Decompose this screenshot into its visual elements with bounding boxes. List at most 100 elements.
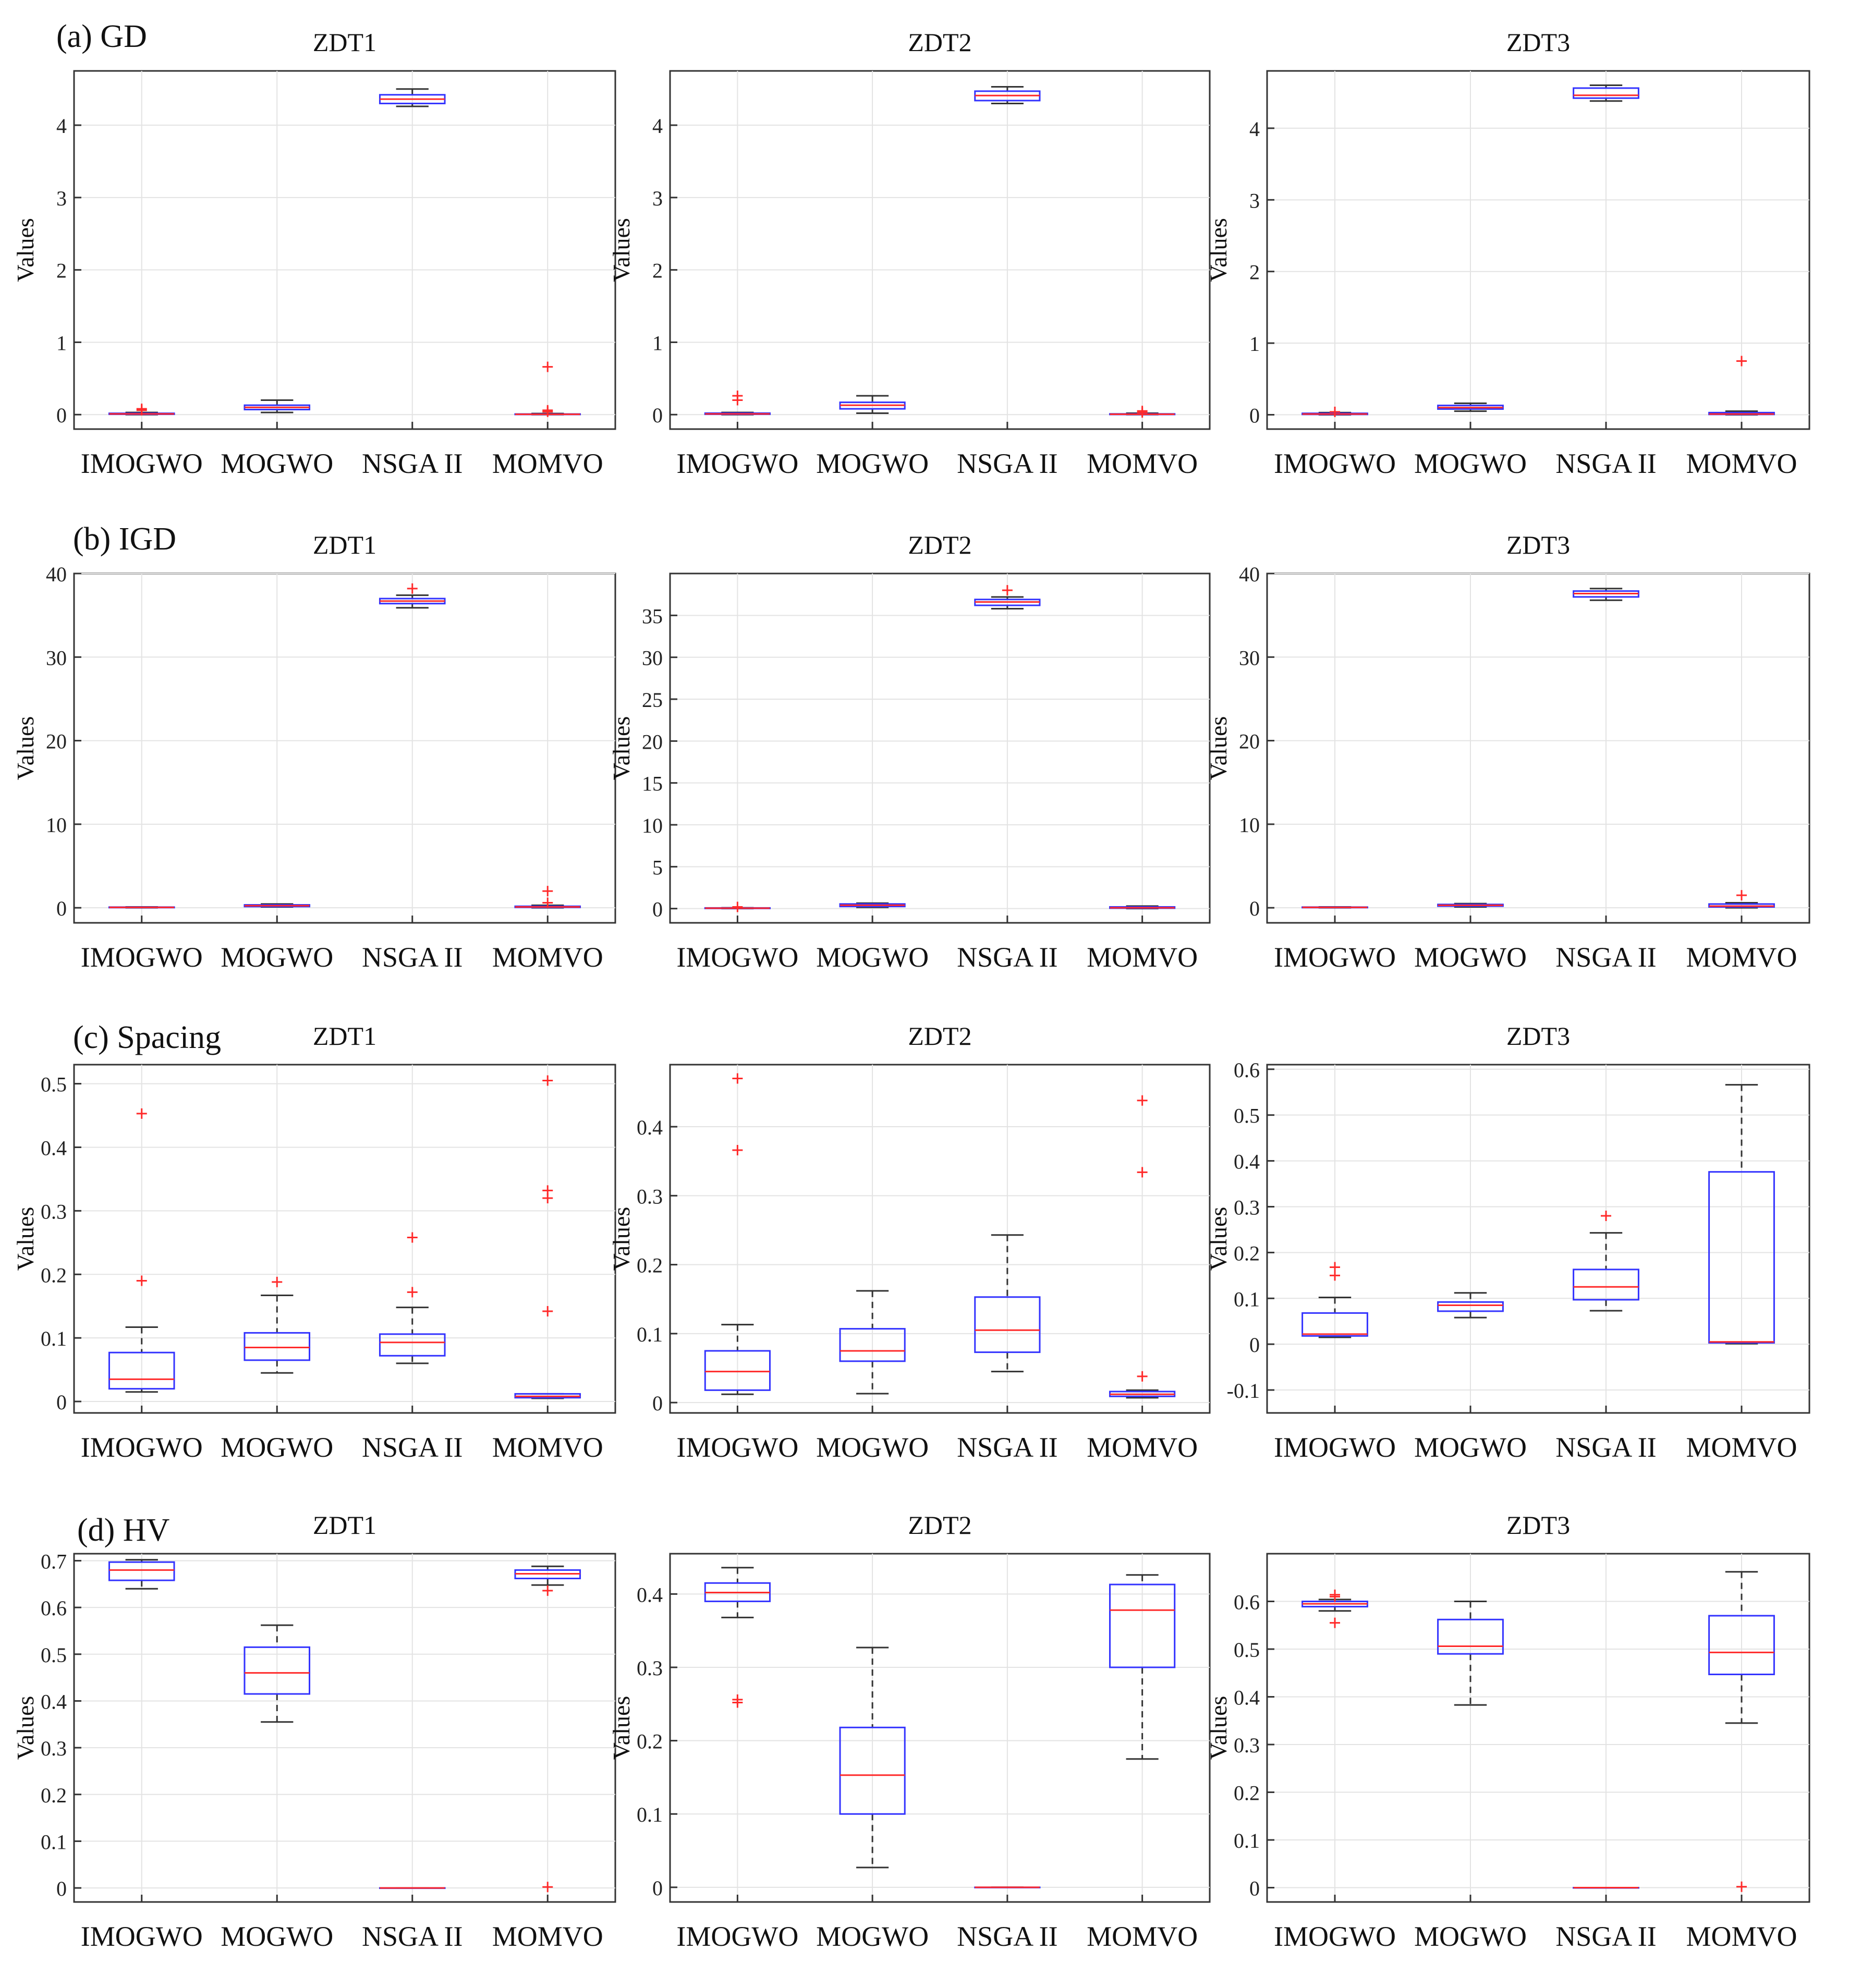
iqr-box — [839, 1328, 906, 1362]
chart-igd-zdt1-category-label: MOMVO — [492, 942, 603, 973]
chart-spacing-zdt3-ytick-label: -0.1 — [1227, 1379, 1260, 1402]
chart-igd-zdt3-category-label: NSGA II — [1555, 942, 1657, 973]
chart-gd-zdt2: 0 1 2 3 4 IMOGWO MOGWO NSGA II MOMVO ZDT2 Values — [608, 28, 1211, 479]
chart-gd-zdt3-ylabel: Values — [1205, 218, 1232, 282]
chart-spacing-zdt1-ytick-label: 0.2 — [41, 1263, 67, 1287]
chart-hv-zdt3-ytick-label: 0.2 — [1234, 1782, 1260, 1805]
chart-spacing-zdt1-axes-frame — [73, 1064, 616, 1414]
outlier-point — [1330, 1617, 1340, 1628]
chart-spacing-zdt2-box-2 — [839, 1290, 906, 1395]
chart-hv-zdt2-category-label: IMOGWO — [676, 1921, 798, 1952]
chart-spacing-zdt3-box-3 — [1573, 1211, 1639, 1312]
chart-igd-zdt1-box-3 — [379, 583, 446, 609]
chart-gd-zdt3-category-label: MOGWO — [1414, 448, 1527, 479]
chart-igd-zdt2-ytick-label: 10 — [642, 814, 663, 837]
chart-gd-zdt1-category-label: MOMVO — [492, 448, 603, 479]
chart-hv-zdt1-box-2 — [244, 1624, 311, 1723]
chart-igd-zdt3-axes-frame — [1266, 572, 1810, 924]
chart-gd-zdt2-title: ZDT2 — [908, 28, 971, 57]
chart-igd-zdt2-ytick-label: 30 — [642, 647, 663, 670]
outlier-point — [407, 583, 418, 594]
chart-spacing-zdt3-ytick-label: 0.2 — [1234, 1241, 1260, 1265]
chart-gd-zdt2-ylabel: Values — [608, 218, 635, 282]
outlier-point — [1137, 1371, 1148, 1382]
chart-spacing-zdt3-box-1 — [1301, 1262, 1368, 1338]
outlier-point — [1137, 406, 1148, 417]
chart-gd-zdt3-box-3 — [1573, 84, 1639, 102]
chart-hv-zdt2-category-label: MOGWO — [816, 1921, 929, 1952]
chart-igd-zdt1-title: ZDT1 — [313, 530, 376, 559]
chart-spacing-zdt3-box-2 — [1437, 1292, 1504, 1319]
chart-igd-zdt2-box-4 — [1109, 905, 1176, 910]
chart-hv-zdt3-category-label: MOGWO — [1414, 1921, 1527, 1952]
chart-igd-zdt3-ytick-label: 10 — [1239, 813, 1260, 837]
chart-igd-zdt3-ylabel: Values — [1205, 716, 1232, 780]
chart-igd-zdt2-title: ZDT2 — [908, 530, 971, 559]
chart-igd-zdt3-ytick-label: 20 — [1239, 730, 1260, 753]
chart-gd-zdt1-ytick-label: 3 — [56, 187, 67, 210]
chart-igd-zdt1-ylabel: Values — [12, 716, 39, 780]
chart-hv-zdt2-box-1 — [704, 1567, 771, 1708]
chart-gd-zdt3-ytick-label: 4 — [1249, 117, 1260, 141]
chart-hv-zdt3: 0 0.1 0.2 0.3 0.4 0.5 0.6 IMOGWO MOGWO NSGA II MOM… — [1205, 1510, 1810, 1952]
outlier-point — [542, 1585, 553, 1596]
chart-hv-zdt3-category-label: NSGA II — [1555, 1921, 1657, 1952]
chart-igd-zdt2-ytick-label: 35 — [642, 604, 663, 628]
chart-spacing-zdt2-ytick-label: 0.3 — [637, 1185, 663, 1208]
chart-gd-zdt2-ytick-label: 3 — [652, 187, 663, 210]
chart-hv-zdt2-category-label: MOMVO — [1087, 1921, 1198, 1952]
chart-gd-zdt3-box-1 — [1301, 407, 1368, 418]
chart-igd-zdt2-axes-frame — [669, 572, 1211, 924]
outlier-point — [136, 1275, 147, 1286]
outlier-point — [542, 1306, 553, 1316]
chart-spacing-zdt3-axes-frame — [1266, 1064, 1810, 1414]
chart-hv-zdt3-title: ZDT3 — [1506, 1510, 1570, 1540]
iqr-box — [704, 1350, 771, 1391]
chart-igd-zdt1-ytick-label: 30 — [46, 646, 67, 669]
chart-hv-zdt3-ytick-label: 0.1 — [1234, 1829, 1260, 1852]
chart-spacing-zdt1-box-2 — [244, 1276, 311, 1374]
chart-igd-zdt1: 0 10 20 30 40 IMOGWO MOGWO NSGA II MOMVO ZDT1 Valu… — [12, 530, 616, 973]
row-label-gd: (a) GD — [56, 19, 147, 54]
chart-hv-zdt3-category-label: IMOGWO — [1274, 1921, 1396, 1952]
chart-igd-zdt2-box-1 — [704, 901, 771, 912]
chart-igd-zdt3: 0 10 20 30 40 IMOGWO MOGWO NSGA II MOMVO ZDT3 Valu… — [1205, 530, 1810, 973]
chart-spacing-zdt1-title: ZDT1 — [313, 1021, 376, 1051]
chart-igd-zdt2-box-3 — [974, 585, 1041, 609]
chart-spacing-zdt2: 0 0.1 0.2 0.3 0.4 IMOGWO MOGWO NSGA II MOMVO ZDT2… — [608, 1021, 1211, 1463]
outlier-point — [1137, 1095, 1148, 1106]
chart-igd-zdt1-ytick-label: 40 — [46, 563, 67, 586]
chart-spacing-zdt1-box-4 — [514, 1075, 581, 1399]
iqr-box — [1708, 1171, 1775, 1344]
chart-igd-zdt1-category-label: MOGWO — [221, 942, 333, 973]
chart-hv-zdt2: 0 0.1 0.2 0.3 0.4 IMOGWO MOGWO NSGA II MOMVO ZDT2… — [608, 1510, 1211, 1952]
chart-gd-zdt1-box-3 — [379, 88, 446, 107]
chart-spacing-zdt2-category-label: MOMVO — [1087, 1432, 1198, 1463]
chart-hv-zdt3-ytick-label: 0.4 — [1234, 1686, 1260, 1710]
chart-igd-zdt1-ytick-label: 0 — [56, 897, 67, 920]
chart-gd-zdt2-ytick-label: 0 — [652, 404, 663, 427]
chart-igd-zdt3-box-4 — [1708, 890, 1775, 909]
chart-hv-zdt1-axes-frame — [73, 1553, 616, 1903]
iqr-box — [839, 1726, 906, 1815]
chart-igd-zdt1-box-4 — [514, 886, 581, 909]
chart-spacing-zdt1-ytick-label: 0.5 — [41, 1073, 67, 1096]
chart-hv-zdt3-category-label: MOMVO — [1686, 1921, 1797, 1952]
chart-gd-zdt3-category-label: NSGA II — [1555, 448, 1657, 479]
chart-igd-zdt2-ytick-label: 5 — [652, 856, 663, 879]
chart-gd-zdt1-category-label: IMOGWO — [81, 448, 203, 479]
outlier-point — [732, 901, 743, 912]
chart-hv-zdt2-ytick-label: 0.3 — [637, 1656, 663, 1680]
chart-gd-zdt1-ytick-label: 1 — [56, 331, 67, 355]
chart-spacing-zdt2-title: ZDT2 — [908, 1021, 971, 1051]
chart-gd-zdt1-ytick-label: 0 — [56, 404, 67, 427]
chart-igd-zdt2-category-label: NSGA II — [957, 942, 1058, 973]
chart-spacing-zdt1-category-label: NSGA II — [362, 1432, 463, 1463]
iqr-box — [1573, 87, 1639, 99]
chart-spacing-zdt1-ytick-label: 0.1 — [41, 1327, 67, 1350]
chart-spacing-zdt3-ytick-label: 0 — [1249, 1333, 1260, 1357]
outlier-point — [1330, 1589, 1340, 1600]
chart-igd-zdt3-box-2 — [1437, 902, 1504, 908]
chart-spacing-zdt2-ytick-label: 0.2 — [637, 1254, 663, 1277]
